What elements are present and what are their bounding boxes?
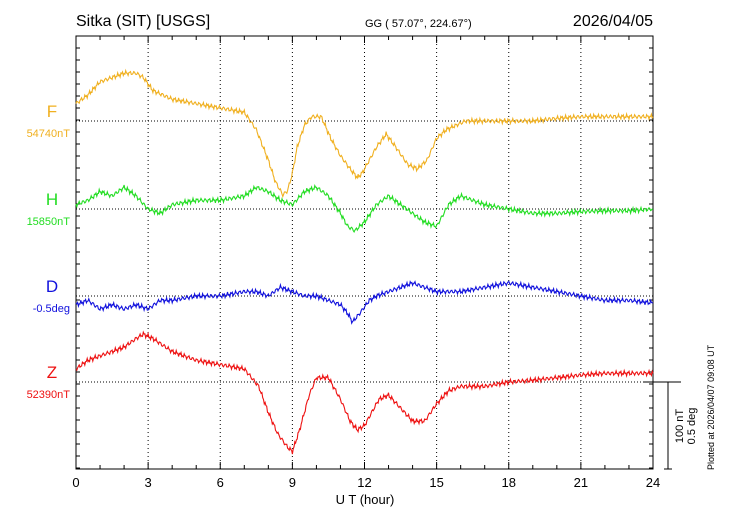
x-tick-label: 0 [72,475,79,490]
x-tick-label: 9 [289,475,296,490]
series-labels: F 54740nT H 15850nT D -0.5deg Z 52390nT [27,102,71,401]
scale-bar: 100 nT 0.5 deg [643,381,698,470]
x-tick-label: 18 [502,475,516,490]
plotted-at-note: Plotted at 2026/04/07 09:08 UT [706,344,716,470]
series-name-d: D [46,277,58,296]
x-axis-title: U T (hour) [336,492,395,507]
scale-bar-nt-label: 100 nT [674,409,686,444]
station-title: Sitka (SIT) [USGS] [76,13,210,30]
axis-ticks [75,36,654,469]
chart-date: 2026/04/05 [573,13,653,30]
scale-bar-deg-label: 0.5 deg [686,408,698,445]
series-lines [75,68,654,455]
series-name-h: H [46,190,58,209]
series-line-f [75,68,654,199]
baseline-grid [76,36,653,469]
series-baseline-f: 54740nT [27,128,71,140]
x-tick-label: 3 [145,475,152,490]
series-line-d [75,280,654,325]
series-line-h [75,183,654,233]
x-tick-label: 12 [357,475,371,490]
x-tick-label: 6 [217,475,224,490]
series-name-z: Z [47,363,57,382]
series-line-z [75,330,654,455]
x-tick-labels: 0 3 6 9 12 15 18 21 24 [72,475,660,490]
series-baseline-z: 52390nT [27,389,71,401]
x-tick-label: 21 [574,475,588,490]
x-tick-label: 24 [646,475,660,490]
series-baseline-d: -0.5deg [33,303,70,315]
station-coordinates: GG ( 57.07°, 224.67°) [365,18,472,30]
series-baseline-h: 15850nT [27,216,71,228]
x-tick-label: 15 [429,475,443,490]
series-name-f: F [47,102,57,121]
